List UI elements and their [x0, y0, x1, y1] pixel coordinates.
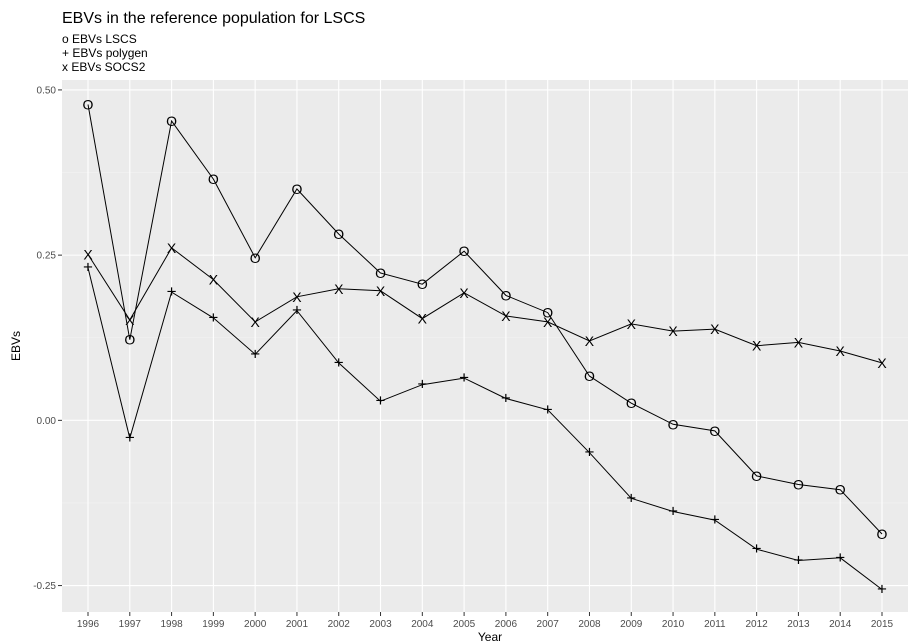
- x-tick-label: 1996: [77, 619, 100, 630]
- subtitle-line-1: o EBVs LSCS: [62, 32, 137, 46]
- x-tick-label: 2005: [453, 619, 476, 630]
- data-point: X: [376, 283, 386, 299]
- x-tick-label: 2015: [871, 619, 894, 630]
- data-point: O: [333, 226, 344, 242]
- data-point: X: [836, 343, 846, 359]
- x-tick-label: 2011: [704, 619, 726, 630]
- x-tick-label: 1997: [119, 619, 142, 630]
- x-tick-label: 1999: [202, 619, 225, 630]
- data-point: O: [417, 276, 428, 292]
- data-point: +: [376, 391, 386, 410]
- data-point: X: [459, 285, 469, 301]
- data-point: +: [668, 502, 678, 521]
- data-point: +: [167, 282, 177, 301]
- data-point: X: [668, 323, 678, 339]
- x-tick-label: 2003: [369, 619, 392, 630]
- data-point: X: [501, 308, 511, 324]
- data-point: X: [585, 333, 595, 349]
- data-point: O: [124, 332, 135, 348]
- x-tick-label: 2007: [537, 619, 560, 630]
- x-tick-label: 2002: [328, 619, 351, 630]
- data-point: O: [584, 368, 595, 384]
- subtitle-line-2: + EBVs polygen: [62, 46, 148, 60]
- series-line-1: [87, 104, 883, 535]
- data-point: O: [459, 243, 470, 259]
- data-point: O: [542, 305, 553, 321]
- x-tick-label: 2008: [578, 619, 601, 630]
- series-layer: O O O O O O O O O O O O O O O O O O O O + + + + + + + + + + + + + + + + + + + +…: [83, 96, 888, 598]
- data-point: +: [835, 548, 845, 567]
- data-point: X: [292, 289, 302, 305]
- data-point: X: [250, 314, 260, 330]
- plot-panel: [62, 80, 908, 612]
- x-tick-label: 2006: [495, 619, 518, 630]
- data-point: +: [543, 400, 553, 419]
- data-point: X: [752, 338, 762, 354]
- data-point: O: [751, 468, 762, 484]
- data-point: X: [209, 272, 219, 288]
- data-point: +: [83, 258, 93, 277]
- data-point: +: [250, 344, 260, 363]
- y-tick-label: 0.25: [37, 251, 57, 262]
- data-point: +: [125, 428, 135, 447]
- data-point: +: [752, 539, 762, 558]
- x-tick-label: 2012: [746, 619, 769, 630]
- data-point: O: [375, 265, 386, 281]
- data-point: +: [793, 550, 803, 569]
- data-point: X: [627, 316, 637, 332]
- data-point: +: [710, 510, 720, 529]
- x-tick-label: 2000: [244, 619, 267, 630]
- x-tick-label: 2010: [662, 619, 685, 630]
- data-point: +: [208, 308, 218, 327]
- data-point: +: [585, 443, 595, 462]
- x-tick-label: 2013: [787, 619, 810, 630]
- data-point: X: [710, 321, 720, 337]
- data-point: O: [709, 423, 720, 439]
- data-point: +: [459, 368, 469, 387]
- x-axis-title: Year: [478, 630, 502, 641]
- data-point: +: [334, 353, 344, 372]
- series-line-3: [87, 247, 883, 364]
- y-tick-label: -0.25: [33, 581, 56, 592]
- data-point: +: [292, 301, 302, 320]
- x-tick-label: 2009: [620, 619, 643, 630]
- data-point: +: [877, 580, 887, 599]
- y-axis-title: EBVs: [9, 331, 23, 361]
- grid-lines: [62, 80, 908, 612]
- data-point: O: [668, 416, 679, 432]
- data-point: X: [125, 312, 135, 328]
- data-point: X: [794, 334, 804, 350]
- y-tick-label: 0.00: [37, 416, 57, 427]
- subtitle-line-3: x EBVs SOCS2: [62, 60, 146, 74]
- data-point: O: [835, 482, 846, 498]
- y-tick-label: 0.50: [37, 85, 57, 96]
- data-point: O: [292, 181, 303, 197]
- data-point: +: [501, 389, 511, 408]
- data-point: O: [626, 395, 637, 411]
- data-point: O: [166, 113, 177, 129]
- data-point: +: [626, 488, 636, 507]
- data-point: O: [250, 250, 261, 266]
- x-tick-label: 2004: [411, 619, 434, 630]
- x-tick-label: 2001: [286, 619, 309, 630]
- x-tick-label: 1998: [160, 619, 183, 630]
- data-point: X: [543, 314, 553, 330]
- data-point: X: [877, 355, 887, 371]
- data-point: O: [83, 96, 94, 112]
- series-line-2: [87, 267, 883, 590]
- data-point: X: [83, 246, 93, 262]
- y-axis: -0.25 0.00 0.25 0.50: [33, 85, 62, 592]
- data-point: O: [500, 287, 511, 303]
- data-point: O: [793, 476, 804, 492]
- data-point: X: [334, 281, 344, 297]
- data-point: O: [208, 171, 219, 187]
- data-point: X: [167, 240, 177, 256]
- x-tick-label: 2014: [829, 619, 852, 630]
- x-axis: 1996 1997 1998 1999 2000 2001 2002 2003 2004 2005…: [77, 612, 894, 630]
- data-point: O: [877, 526, 888, 542]
- chart-title: EBVs in the reference population for LSC…: [62, 10, 365, 27]
- data-point: X: [418, 311, 428, 327]
- data-point: +: [417, 375, 427, 394]
